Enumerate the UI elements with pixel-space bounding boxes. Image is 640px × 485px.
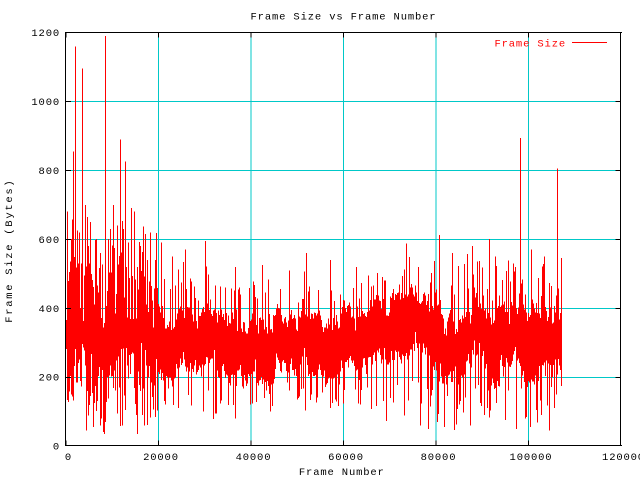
svg-text:20000: 20000 (143, 452, 179, 464)
svg-text:Frame Size: Frame Size (494, 39, 566, 51)
svg-text:40000: 40000 (236, 452, 272, 464)
svg-text:0: 0 (65, 452, 72, 464)
svg-text:0: 0 (53, 442, 60, 454)
svg-text:Frame Size (Bytes): Frame Size (Bytes) (4, 179, 16, 323)
svg-text:120000: 120000 (602, 452, 640, 464)
svg-text:800: 800 (39, 166, 60, 178)
svg-text:Frame Number: Frame Number (299, 467, 385, 479)
svg-text:200: 200 (39, 373, 60, 385)
svg-text:1200: 1200 (31, 28, 60, 40)
svg-text:60000: 60000 (328, 452, 364, 464)
svg-text:80000: 80000 (421, 452, 457, 464)
svg-text:400: 400 (39, 304, 60, 316)
svg-text:600: 600 (39, 235, 60, 247)
svg-text:Frame Size vs Frame Number: Frame Size vs Frame Number (251, 12, 437, 24)
svg-text:1000: 1000 (31, 97, 60, 109)
svg-text:100000: 100000 (510, 452, 553, 464)
